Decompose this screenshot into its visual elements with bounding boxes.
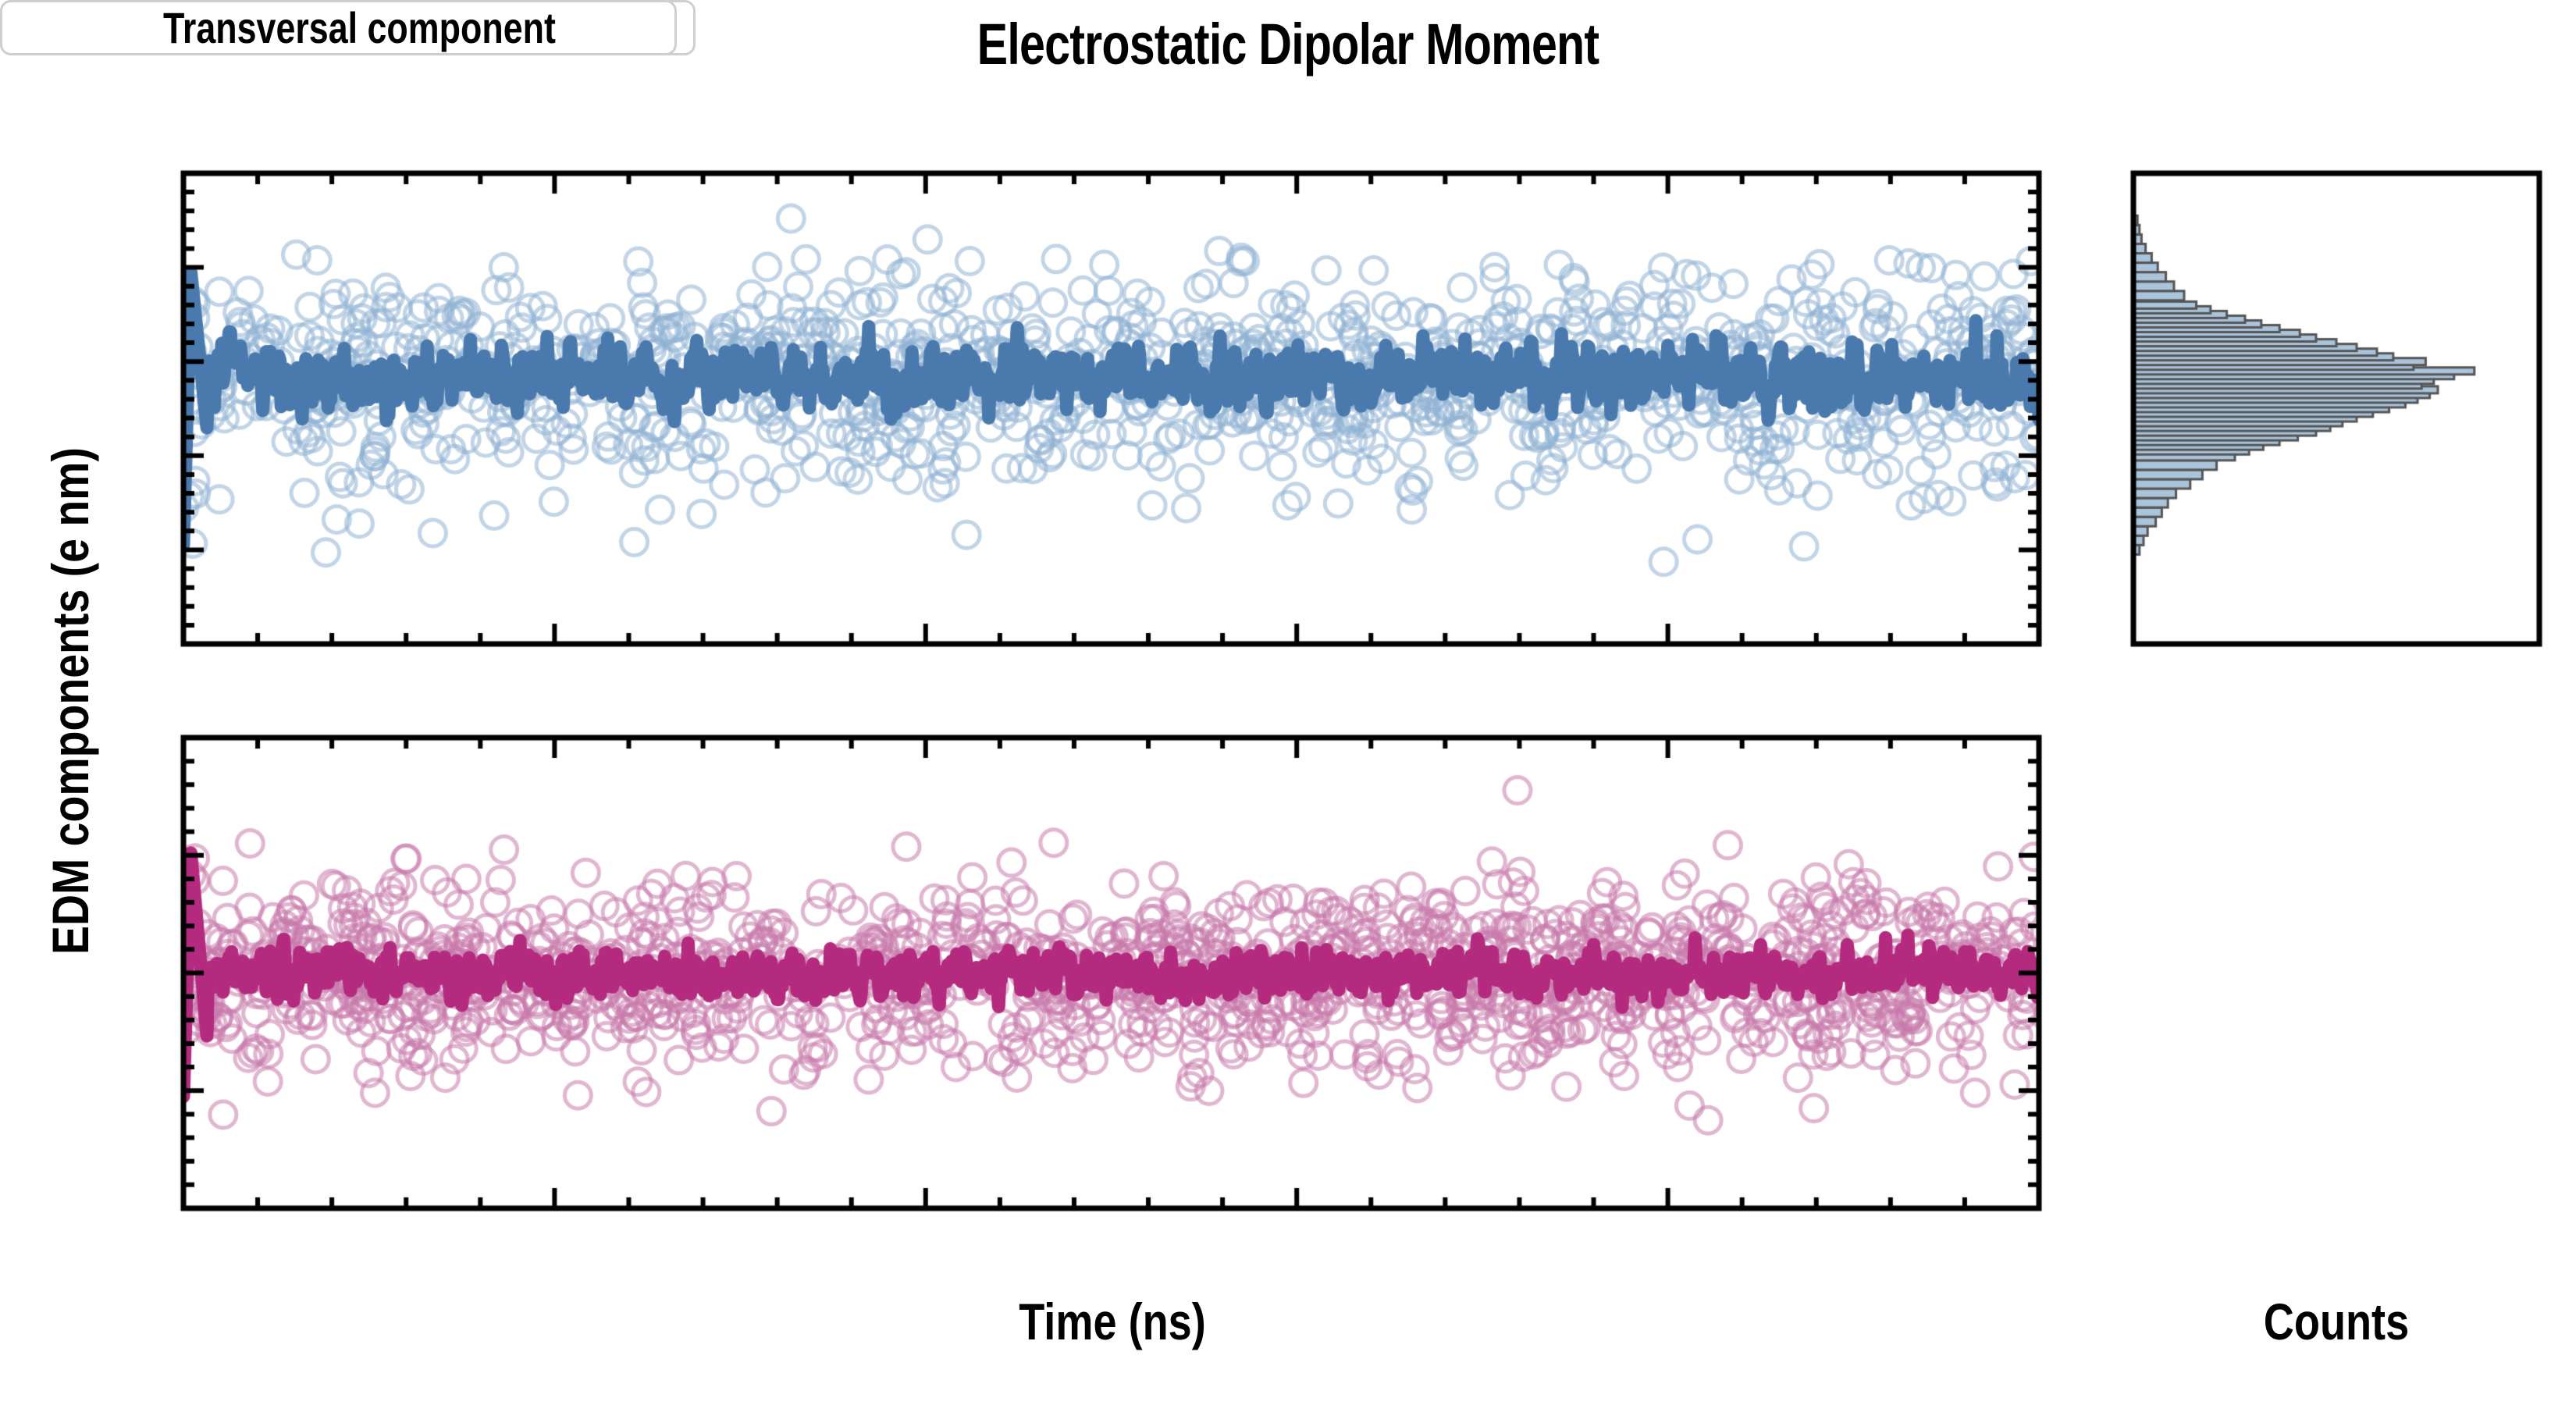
legend-transversal[interactable]: Transversal component xyxy=(0,0,677,55)
y-axis-label: EDM components (e nm) xyxy=(41,447,99,955)
legend-swatch-transversal xyxy=(23,18,132,38)
x-axis-label-counts: Counts xyxy=(2263,1293,2410,1350)
legend-label-transversal: Transversal component xyxy=(163,3,556,52)
page-title: Electrostatic Dipolar Moment xyxy=(977,12,1599,76)
x-axis-label-time: Time (ns) xyxy=(1019,1293,1206,1350)
